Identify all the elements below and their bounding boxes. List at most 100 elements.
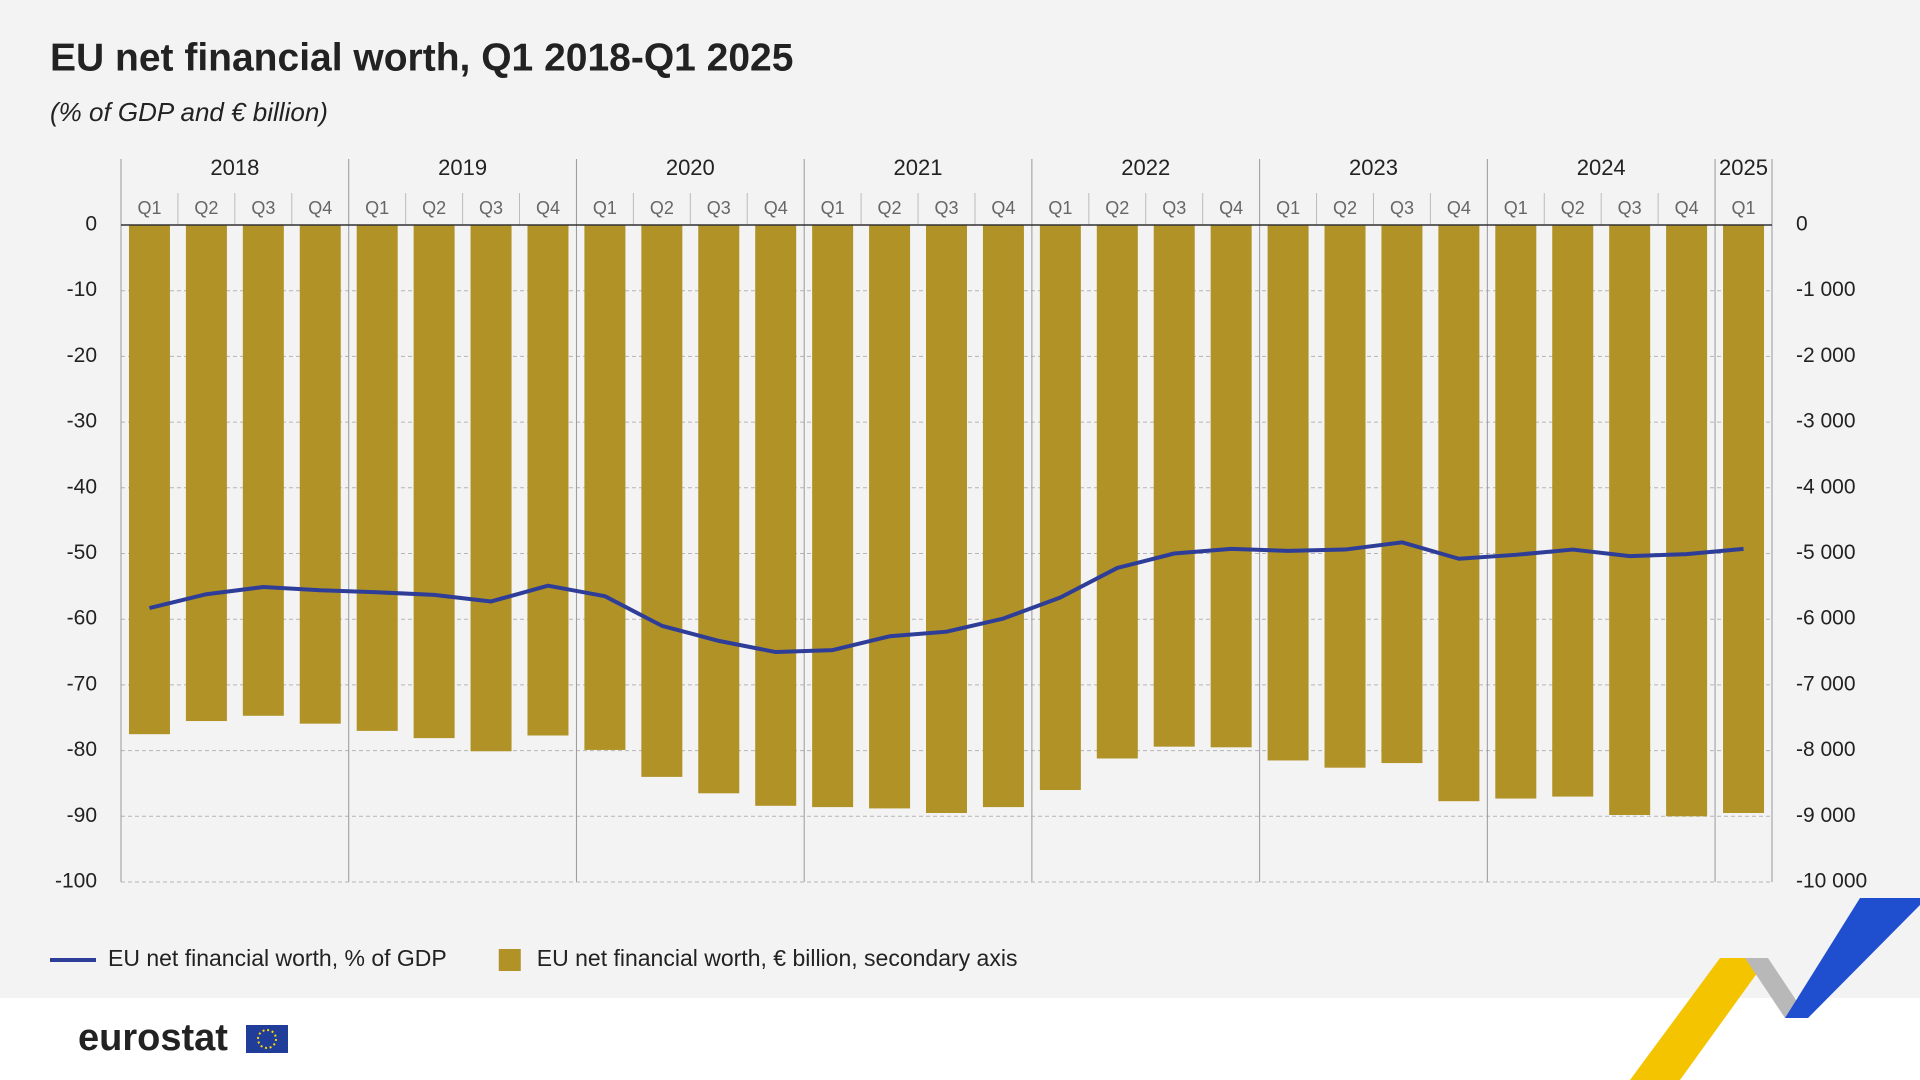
year-label: 2025 bbox=[1719, 155, 1768, 180]
quarter-label: Q1 bbox=[1048, 198, 1072, 218]
quarter-label: Q2 bbox=[1561, 198, 1585, 218]
y-tick-label: -20 bbox=[67, 344, 97, 367]
logo-text: eurostat bbox=[78, 1017, 228, 1059]
bar bbox=[1210, 225, 1252, 748]
chevron-yellow bbox=[1630, 958, 1768, 1080]
bar bbox=[1723, 225, 1765, 814]
y-tick-label: -100 bbox=[55, 870, 97, 893]
y-tick-label: -40 bbox=[67, 475, 97, 498]
quarter-label: Q4 bbox=[1447, 198, 1471, 218]
bar bbox=[128, 225, 170, 735]
quarter-label: Q2 bbox=[650, 198, 674, 218]
quarter-label: Q1 bbox=[1276, 198, 1300, 218]
chart-subtitle: (% of GDP and € billion) bbox=[50, 97, 328, 127]
quarter-label: Q1 bbox=[365, 198, 389, 218]
chevron-blue bbox=[1785, 898, 1920, 1018]
bar bbox=[1552, 225, 1594, 797]
year-label: 2020 bbox=[666, 155, 715, 180]
quarter-label: Q4 bbox=[536, 198, 560, 218]
y2-tick-label: -1 000 bbox=[1796, 278, 1856, 301]
y-tick-label: -30 bbox=[67, 410, 97, 433]
y2-tick-label: -8 000 bbox=[1796, 738, 1856, 761]
bar bbox=[356, 225, 398, 731]
quarter-label: Q4 bbox=[764, 198, 788, 218]
bar bbox=[242, 225, 284, 716]
quarter-label: Q1 bbox=[1504, 198, 1528, 218]
bar bbox=[470, 225, 512, 752]
y2-tick-label: -7 000 bbox=[1796, 672, 1856, 695]
y2-tick-label: 0 bbox=[1796, 213, 1808, 236]
quarter-label: Q1 bbox=[1732, 198, 1756, 218]
legend-label: EU net financial worth, € billion, secon… bbox=[537, 945, 1018, 971]
decoration bbox=[1630, 898, 1920, 1080]
bar bbox=[812, 225, 854, 808]
bar bbox=[413, 225, 455, 739]
quarter-label: Q3 bbox=[479, 198, 503, 218]
y2-tick-label: -9 000 bbox=[1796, 804, 1856, 827]
chart-title: EU net financial worth, Q1 2018-Q1 2025 bbox=[50, 36, 793, 79]
y-tick-label: -70 bbox=[67, 672, 97, 695]
quarter-label: Q2 bbox=[194, 198, 218, 218]
bar bbox=[869, 225, 911, 809]
quarter-label: Q1 bbox=[593, 198, 617, 218]
y2-tick-label: -2 000 bbox=[1796, 344, 1856, 367]
bar bbox=[1324, 225, 1366, 768]
bar bbox=[1666, 225, 1708, 817]
quarter-label: Q1 bbox=[821, 198, 845, 218]
bar bbox=[755, 225, 797, 806]
quarter-label: Q4 bbox=[1219, 198, 1243, 218]
year-label: 2022 bbox=[1121, 155, 1170, 180]
bar bbox=[698, 225, 740, 794]
quarter-label: Q3 bbox=[251, 198, 275, 218]
quarter-label: Q3 bbox=[1162, 198, 1186, 218]
bar bbox=[584, 225, 626, 750]
bar bbox=[185, 225, 227, 722]
quarter-label: Q2 bbox=[1333, 198, 1357, 218]
eu-flag bbox=[246, 1025, 288, 1053]
quarter-label: Q4 bbox=[991, 198, 1015, 218]
bar bbox=[926, 225, 967, 814]
bar bbox=[1495, 225, 1537, 799]
bar bbox=[299, 225, 341, 724]
y2-tick-label: -3 000 bbox=[1796, 410, 1856, 433]
bar bbox=[1267, 225, 1309, 761]
quarter-label: Q3 bbox=[1618, 198, 1642, 218]
bar bbox=[527, 225, 569, 736]
bar bbox=[1609, 225, 1651, 815]
quarter-label: Q2 bbox=[878, 198, 902, 218]
quarter-label: Q2 bbox=[1105, 198, 1129, 218]
y2-tick-label: -10 000 bbox=[1796, 870, 1867, 893]
legend-swatch bbox=[498, 949, 521, 971]
y2-tick-label: -5 000 bbox=[1796, 541, 1856, 564]
y-tick-label: -10 bbox=[67, 278, 97, 301]
quarter-label: Q1 bbox=[137, 198, 161, 218]
quarter-label: Q2 bbox=[422, 198, 446, 218]
bar bbox=[1039, 225, 1081, 791]
year-label: 2023 bbox=[1349, 155, 1398, 180]
quarter-label: Q3 bbox=[707, 198, 731, 218]
bar bbox=[641, 225, 683, 777]
y-tick-label: -50 bbox=[67, 541, 97, 564]
bar bbox=[1438, 225, 1480, 802]
bar bbox=[1096, 225, 1138, 759]
year-label: 2018 bbox=[210, 155, 259, 180]
eu-stars bbox=[257, 1029, 277, 1049]
y-tick-label: 0 bbox=[85, 213, 97, 236]
year-label: 2024 bbox=[1577, 155, 1626, 180]
bar bbox=[1381, 225, 1423, 764]
bar bbox=[1153, 225, 1195, 747]
y-tick-label: -80 bbox=[67, 738, 97, 761]
line bbox=[148, 540, 1744, 655]
quarter-label: Q3 bbox=[1390, 198, 1414, 218]
bar bbox=[982, 225, 1024, 808]
y2-tick-label: -4 000 bbox=[1796, 475, 1856, 498]
quarter-label: Q3 bbox=[934, 198, 958, 218]
quarter-label: Q4 bbox=[1675, 198, 1699, 218]
year-label: 2021 bbox=[894, 155, 943, 180]
chevron-grey bbox=[1745, 958, 1808, 1018]
y2-tick-label: -6 000 bbox=[1796, 607, 1856, 630]
quarter-label: Q4 bbox=[308, 198, 332, 218]
year-label: 2019 bbox=[438, 155, 487, 180]
y-tick-label: -60 bbox=[67, 607, 97, 630]
